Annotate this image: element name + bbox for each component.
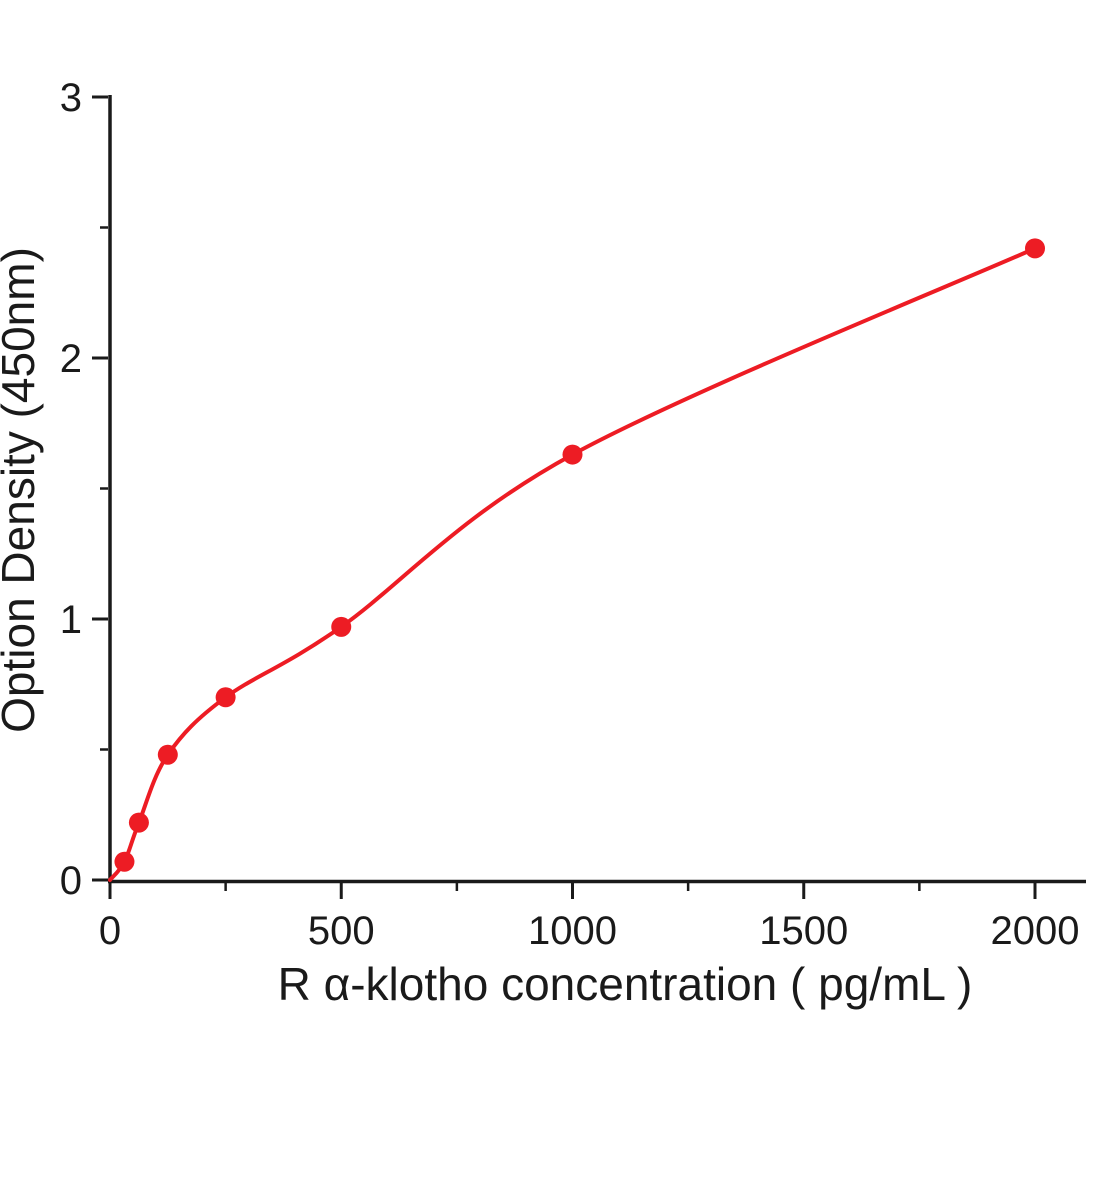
y-axis-tick-label: 0 bbox=[60, 859, 82, 903]
data-point bbox=[1025, 238, 1045, 259]
data-point bbox=[562, 444, 583, 465]
data-point bbox=[114, 851, 135, 872]
data-point bbox=[128, 812, 149, 833]
x-axis-label: R α-klotho concentration ( pg/mL ) bbox=[278, 958, 973, 1010]
y-axis-tick-label: 2 bbox=[60, 337, 82, 381]
x-axis-tick-label: 500 bbox=[308, 909, 375, 953]
data-point bbox=[331, 616, 352, 637]
x-axis-tick-label: 0 bbox=[99, 909, 121, 953]
y-axis-tick-label: 1 bbox=[60, 598, 82, 642]
data-point bbox=[215, 687, 236, 708]
y-axis-tick-label: 3 bbox=[60, 76, 82, 120]
x-axis-tick-label: 1500 bbox=[759, 909, 848, 953]
x-axis-tick-label: 2000 bbox=[991, 909, 1080, 953]
y-axis-label: Option Density (450nm) bbox=[0, 247, 44, 733]
x-axis-tick-label: 1000 bbox=[528, 909, 617, 953]
fit-curve-line bbox=[108, 246, 1037, 882]
data-point bbox=[157, 744, 178, 765]
